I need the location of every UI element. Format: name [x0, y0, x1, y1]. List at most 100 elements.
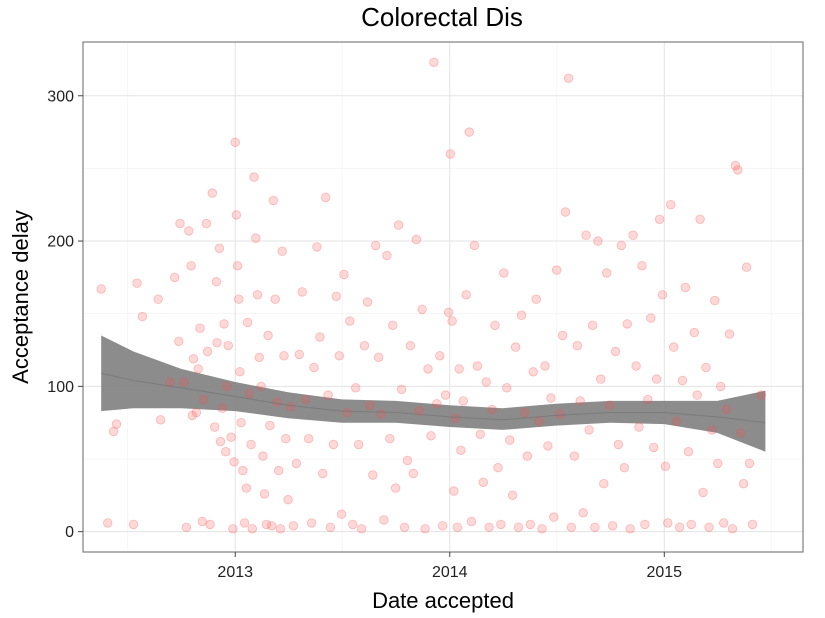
data-point [616, 240, 627, 251]
data-point [251, 233, 261, 243]
x-tick-label: 2015 [646, 564, 682, 581]
data-point [202, 346, 213, 357]
data-point [359, 341, 370, 351]
data-point [285, 402, 296, 412]
data-point [438, 521, 448, 531]
data-point [634, 422, 644, 432]
data-point [279, 351, 289, 361]
data-point [516, 310, 527, 320]
data-point [674, 522, 685, 533]
data-point [555, 409, 565, 419]
data-point [540, 361, 550, 371]
data-point [572, 341, 583, 351]
data-point [244, 388, 255, 399]
data-point [371, 240, 381, 251]
data-point [217, 403, 228, 413]
data-point [348, 519, 358, 530]
data-point [689, 327, 700, 338]
data-point [263, 330, 273, 341]
data-point [698, 487, 708, 498]
data-point [490, 320, 500, 331]
data-point [211, 277, 222, 287]
plot-background [83, 42, 803, 552]
data-point [388, 320, 398, 331]
data-point [695, 214, 705, 225]
data-point [461, 290, 471, 300]
data-point [505, 435, 515, 445]
data-point [472, 361, 483, 371]
data-point [590, 522, 600, 533]
data-point [625, 524, 635, 534]
data-point [566, 522, 577, 533]
data-point [111, 419, 122, 429]
data-point [334, 351, 345, 361]
data-point [741, 262, 752, 272]
data-point [727, 524, 738, 534]
data-point [531, 294, 541, 304]
data-point [234, 294, 244, 304]
data-point [651, 374, 662, 384]
data-point [733, 165, 743, 175]
data-point [575, 396, 585, 406]
data-point [604, 400, 615, 410]
data-point [184, 226, 194, 236]
data-point [484, 522, 494, 533]
data-point [481, 377, 491, 387]
data-point [447, 316, 457, 326]
data-point [270, 294, 280, 304]
data-point [549, 512, 559, 522]
data-point [411, 234, 422, 245]
data-point [235, 367, 245, 377]
data-point [393, 220, 404, 230]
data-point [466, 516, 477, 527]
data-point [258, 451, 268, 461]
data-point [186, 261, 196, 271]
data-point [188, 354, 199, 364]
data-point [510, 342, 521, 352]
data-point [382, 250, 392, 261]
data-point [238, 465, 248, 476]
data-point [223, 341, 233, 351]
smooth-confidence-band [101, 335, 766, 452]
data-point [417, 304, 427, 315]
data-point [306, 518, 317, 528]
data-point [414, 406, 424, 416]
data-point [593, 236, 603, 246]
data-point [232, 261, 243, 271]
data-point [205, 519, 215, 530]
data-point [207, 188, 218, 198]
data-point [713, 458, 723, 469]
data-point [581, 230, 591, 240]
data-point [373, 352, 384, 363]
data-point [275, 524, 286, 534]
data-point [730, 160, 741, 171]
data-point [721, 404, 732, 415]
data-point [236, 418, 246, 428]
data-point [613, 439, 624, 450]
y-axis-title: Acceptance delay [8, 210, 33, 384]
data-point [499, 268, 509, 278]
data-point [165, 377, 175, 387]
data-point [252, 290, 263, 300]
data-point [663, 518, 673, 528]
data-point [265, 420, 275, 431]
data-point [153, 294, 163, 304]
data-point [552, 265, 562, 275]
data-point [507, 490, 518, 501]
data-point [356, 524, 367, 534]
data-point [246, 439, 256, 450]
data-point [432, 399, 442, 409]
data-point [677, 375, 688, 386]
data-point [628, 230, 638, 240]
data-point [174, 336, 184, 347]
data-point [214, 243, 225, 254]
data-point [399, 522, 410, 533]
data-point [197, 516, 208, 527]
data-point [640, 519, 650, 530]
data-point [274, 465, 284, 476]
data-point [710, 295, 720, 306]
data-point [132, 278, 142, 288]
data-point [649, 442, 659, 453]
data-point [420, 524, 430, 534]
data-point [701, 362, 711, 373]
